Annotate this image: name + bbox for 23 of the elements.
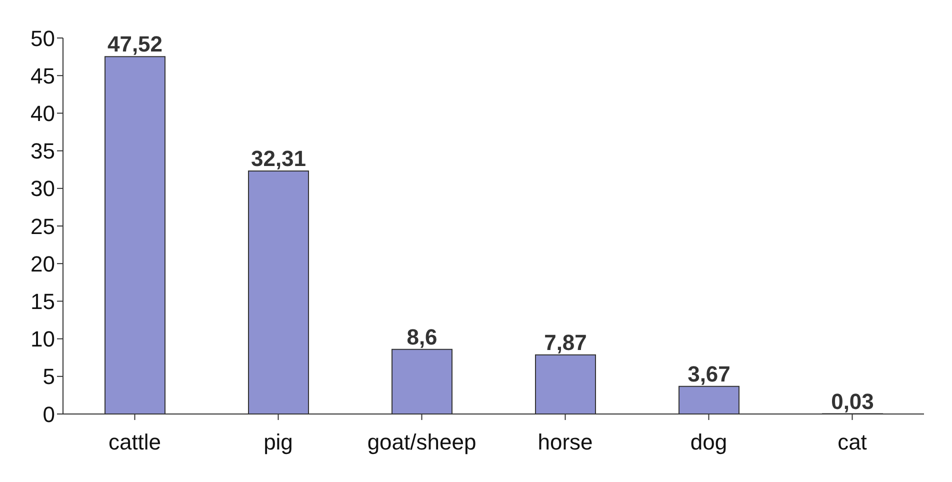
x-tick-label: horse [538,430,593,455]
y-tick-label: 35 [30,138,55,164]
x-tick-label: pig [264,430,293,455]
y-tick-label: 50 [30,26,55,51]
y-tick-label: 30 [30,176,55,202]
y-tick-label: 20 [30,251,55,276]
data-label: 3,67 [688,361,730,386]
x-tick-label: dog [690,430,728,455]
data-label: 0,03 [831,388,874,414]
y-tick-label: 15 [30,289,55,314]
x-tick-label: goat/sheep [367,430,476,455]
data-label: 8,6 [406,324,438,350]
x-tick-label: cat [838,430,867,455]
y-tick-label: 0 [42,402,55,427]
y-tick-label: 45 [30,63,55,88]
data-label: 7,87 [544,330,587,355]
y-tick-label: 5 [42,364,55,390]
y-tick-label: 25 [30,214,55,239]
data-label: 47,52 [107,32,163,57]
y-tick-label: 40 [30,101,55,126]
x-tick-label: cattle [108,430,162,455]
y-tick-label: 10 [30,326,55,352]
data-label: 32,31 [250,146,306,172]
